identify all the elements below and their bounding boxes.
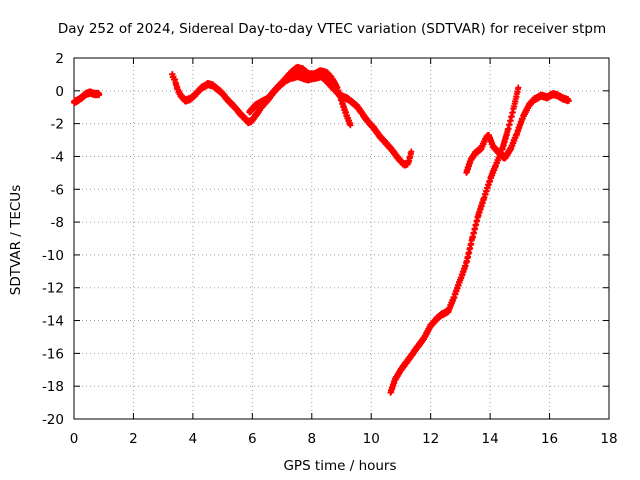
x-tick-label: 18	[600, 431, 617, 447]
y-tick-label: -2	[51, 117, 64, 133]
y-tick-label: -14	[42, 314, 64, 330]
y-tick-label: 2	[55, 51, 64, 67]
data-point	[408, 148, 415, 155]
series-arc-3	[246, 71, 415, 169]
x-tick-label: 4	[189, 431, 198, 447]
y-tick-label: -20	[42, 412, 64, 428]
y-tick-label: -4	[51, 149, 64, 165]
x-tick-label: 0	[70, 431, 79, 447]
y-tick-label: 0	[55, 84, 64, 100]
y-tick-label: -6	[51, 182, 64, 198]
plot-frame	[73, 57, 610, 420]
x-tick-label: 6	[248, 431, 257, 447]
y-tick-label: -12	[42, 281, 64, 297]
chart-title: Day 252 of 2024, Sidereal Day-to-day VTE…	[58, 21, 606, 37]
x-tick-label: 8	[307, 431, 316, 447]
x-axis-ticks: 0 2 4 6 8 10 12 14 16 18	[70, 58, 618, 447]
x-tick-label: 16	[541, 431, 558, 447]
x-tick-label: 14	[482, 431, 499, 447]
data-point	[96, 91, 103, 98]
y-tick-label: -10	[42, 248, 64, 264]
series-arc-5	[463, 90, 572, 176]
data-point	[515, 84, 522, 91]
series-arc-4	[387, 84, 522, 396]
y-tick-label: -16	[42, 346, 64, 362]
x-tick-label: 10	[363, 431, 380, 447]
data-point	[347, 122, 354, 129]
y-tick-label: -8	[51, 215, 64, 231]
data-series	[71, 63, 572, 396]
series-arc-1	[71, 88, 103, 107]
series-arc-2	[169, 63, 354, 129]
x-tick-label: 2	[129, 431, 138, 447]
y-axis-label: SDTVAR / TECUs	[8, 185, 24, 295]
x-axis-label: GPS time / hours	[283, 458, 396, 474]
x-tick-label: 12	[422, 431, 439, 447]
y-axis-ticks: 2 0 -2 -4 -6 -8 -10 -12 -14 -16 -18 -20	[42, 51, 609, 428]
data-point	[565, 97, 572, 104]
y-tick-label: -18	[42, 379, 64, 395]
